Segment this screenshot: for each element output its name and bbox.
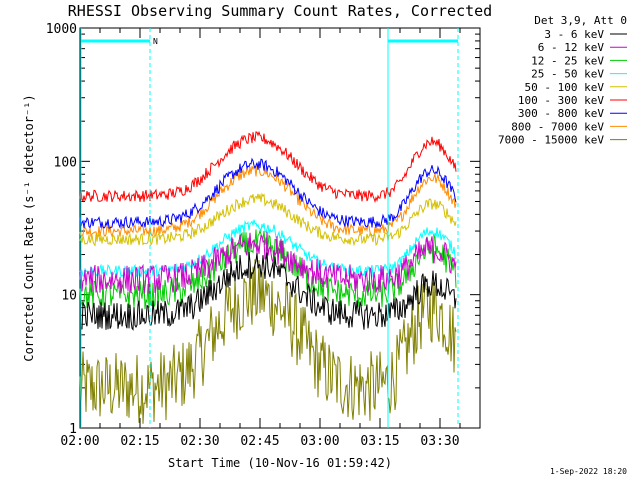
x-tick-label: 02:45 (240, 434, 279, 449)
legend-label: 300 - 800 keV (518, 107, 604, 120)
x-tick-label: 02:00 (60, 434, 99, 449)
y-axis-label: Corrected Count Rate (s⁻¹ detector⁻¹) (22, 94, 36, 361)
y-tick-label: 10 (61, 289, 77, 304)
x-tick-label: 02:30 (180, 434, 219, 449)
y-tick-label: 1 (69, 422, 77, 437)
y-tick-label: 1000 (46, 22, 77, 37)
legend-label: 12 - 25 keV (531, 54, 604, 67)
x-axis-ticks: 02:00 02:15 02:30 02:45 03:00 03:15 03:30 (60, 28, 481, 449)
legend-label: 800 - 7000 keV (511, 120, 604, 133)
series-line (79, 259, 457, 424)
legend-label: 6 - 12 keV (538, 41, 605, 54)
legend-label: 25 - 50 keV (531, 68, 604, 81)
series-layer (79, 130, 457, 424)
legend-title: Det 3,9, Att 0 (534, 14, 627, 27)
legend-label: 100 - 300 keV (518, 94, 604, 107)
series-line (79, 130, 457, 204)
legend-label: 7000 - 15000 keV (498, 134, 604, 147)
legend-label: 50 - 100 keV (525, 81, 605, 94)
footer-date: 1-Sep-2022 18:20 (550, 467, 627, 476)
legend-label: 3 - 6 keV (544, 28, 604, 41)
y-tick-label: 100 (54, 155, 77, 170)
x-tick-label: 03:30 (420, 434, 459, 449)
series-line (79, 251, 457, 331)
x-axis-label: Start Time (10-Nov-16 01:59:42) (168, 456, 392, 470)
y-axis-ticks: 1 10 100 1000 (46, 22, 480, 437)
n-marker: N (153, 37, 158, 46)
series-line (79, 192, 457, 247)
chart-title: RHESSI Observing Summary Count Rates, Co… (68, 2, 492, 20)
series-line (79, 231, 457, 294)
observing-markers: N (80, 28, 459, 428)
series-line (79, 157, 457, 230)
x-tick-label: 02:15 (120, 434, 159, 449)
x-tick-label: 03:00 (300, 434, 339, 449)
x-tick-label: 03:15 (360, 434, 399, 449)
